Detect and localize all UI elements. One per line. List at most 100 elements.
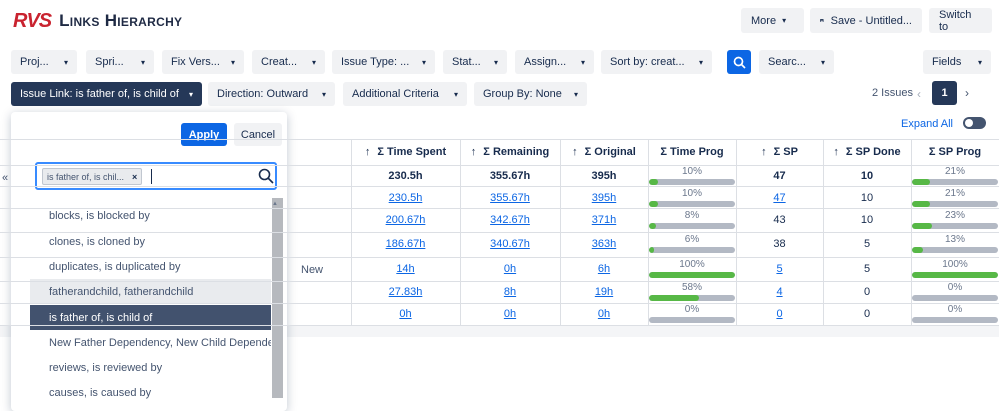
cell-sp: 47: [773, 170, 786, 182]
time-progress-bar: 58%: [649, 282, 735, 304]
link-type-option[interactable]: clones, is cloned by: [49, 235, 145, 248]
progress-percent: 21%: [944, 188, 965, 199]
remove-tag-icon[interactable]: ×: [132, 171, 138, 182]
sort-arrow-icon[interactable]: ↑: [572, 146, 578, 158]
cell-sp[interactable]: 4: [776, 286, 783, 298]
link-type-option[interactable]: is father of, is child of: [30, 305, 271, 330]
switch-to-button[interactable]: Switch to: [929, 8, 992, 33]
cell-original[interactable]: 6h: [597, 263, 611, 275]
sp-progress-bar: 100%: [912, 259, 998, 281]
time-progress-bar: 8%: [649, 210, 735, 232]
sort-arrow-icon[interactable]: ↑: [470, 146, 477, 158]
link-type-option[interactable]: reviews, is reviewed by: [49, 361, 163, 374]
filter-label: Sort by: creat...: [610, 56, 685, 68]
cell-remaining[interactable]: 0h: [503, 308, 517, 320]
link-type-option[interactable]: duplicates, is duplicated by: [49, 260, 181, 273]
link-type-option[interactable]: causes, is caused by: [49, 386, 152, 399]
more-button[interactable]: More ▾: [741, 8, 804, 33]
cancel-button[interactable]: Cancel: [234, 123, 282, 146]
filter-label: Stat...: [452, 56, 481, 68]
options-scrollbar[interactable]: [272, 198, 283, 398]
filter-sprint[interactable]: Spri... ▾: [86, 50, 154, 74]
cell-spent[interactable]: 230.5h: [388, 192, 423, 204]
filter-fix-version[interactable]: Fix Vers... ▾: [162, 50, 244, 74]
cell-original[interactable]: 0h: [597, 308, 611, 320]
cell-remaining[interactable]: 8h: [503, 286, 517, 298]
fields-button[interactable]: Fields ▾: [923, 50, 991, 74]
column-header-original[interactable]: ↑ Σ Original: [560, 139, 648, 165]
chevron-down-icon: ▾: [573, 89, 578, 99]
progress-track: [649, 317, 735, 323]
cell-sp[interactable]: 5: [776, 263, 783, 275]
cell-spent[interactable]: 0h: [399, 308, 412, 320]
progress-percent: 0%: [947, 304, 963, 315]
progress-track: [649, 223, 735, 229]
selected-tag: is father of, is chil... ×: [42, 168, 143, 185]
link-type-option[interactable]: blocks, is blocked by: [49, 209, 150, 222]
column-header-time-prog[interactable]: Σ Time Prog: [648, 139, 736, 165]
sort-arrow-icon[interactable]: ↑: [364, 146, 371, 158]
sort-arrow-icon[interactable]: ↑: [761, 146, 767, 158]
column-header-sp-prog[interactable]: Σ SP Prog: [911, 139, 999, 165]
search-button[interactable]: [727, 50, 751, 74]
sp-progress-bar: 0%: [912, 282, 998, 304]
cell-sp[interactable]: 0: [776, 308, 783, 320]
search-icon: [733, 56, 746, 69]
cell-spent[interactable]: 186.67h: [385, 238, 426, 250]
column-header-sp[interactable]: ↑ Σ SP: [736, 139, 823, 165]
link-type-select-input[interactable]: is father of, is chil... ×: [35, 162, 277, 190]
expand-all-link[interactable]: Expand All: [901, 118, 953, 130]
cell-sp[interactable]: 47: [773, 192, 786, 204]
progress-track: [912, 201, 998, 207]
filter-status[interactable]: Stat... ▾: [443, 50, 507, 74]
expand-all-toggle[interactable]: [963, 117, 986, 129]
direction-filter[interactable]: Direction: Outward ▾: [208, 82, 335, 106]
cell-remaining[interactable]: 340.67h: [490, 238, 530, 250]
progress-percent: 6%: [684, 234, 700, 245]
cell-spent[interactable]: 200.67h: [385, 214, 426, 226]
column-header-time-spent[interactable]: ↑ Σ Time Spent: [351, 139, 460, 165]
sp-progress-bar: 21%: [912, 166, 998, 188]
filter-label: Proj...: [20, 56, 49, 68]
row-divider: [0, 208, 999, 209]
group-by-filter[interactable]: Group By: None ▾: [474, 82, 587, 106]
cell-spent[interactable]: 27.83h: [388, 286, 423, 298]
chevron-left-icon[interactable]: ‹: [917, 87, 921, 101]
page-1-button[interactable]: 1: [932, 81, 957, 105]
filter-project[interactable]: Proj... ▾: [11, 50, 77, 74]
filter-label: Fix Vers...: [171, 56, 220, 68]
filter-assignee[interactable]: Assign... ▾: [515, 50, 594, 74]
search-filter[interactable]: Searc... ▾: [759, 50, 834, 74]
column-header-remaining[interactable]: ↑ Σ Remaining: [460, 139, 560, 165]
row-divider: [0, 165, 999, 166]
sort-by[interactable]: Sort by: creat... ▾: [601, 50, 712, 74]
cell-remaining[interactable]: 355.67h: [490, 192, 530, 204]
scroll-up-icon[interactable]: ▲: [272, 201, 278, 207]
cell-remaining[interactable]: 0h: [503, 263, 517, 275]
issue-link-filter[interactable]: Issue Link: is father of, is child of ▾: [11, 82, 202, 106]
additional-criteria-filter[interactable]: Additional Criteria ▾: [343, 82, 467, 106]
cell-original[interactable]: 395h: [591, 192, 617, 204]
progress-fill: [912, 272, 998, 278]
time-progress-bar: 10%: [649, 188, 735, 210]
collapse-all-icon[interactable]: «: [2, 172, 9, 184]
apply-button[interactable]: Apply: [181, 123, 227, 146]
link-type-option[interactable]: New Father Dependency, New Child Depende…: [49, 336, 271, 349]
cell-original[interactable]: 363h: [591, 238, 617, 250]
cell-sp-done: 0: [863, 308, 871, 320]
search-icon: [258, 168, 274, 184]
cell-remaining[interactable]: 342.67h: [490, 214, 530, 226]
cell-spent[interactable]: 14h: [396, 263, 415, 275]
chevron-right-icon[interactable]: ›: [965, 86, 969, 100]
app-header: RVS Links Hierarchy More ▾ Save - Untitle…: [0, 0, 999, 40]
sort-arrow-icon[interactable]: ↑: [833, 146, 839, 158]
column-header-sp-done[interactable]: ↑ Σ SP Done: [823, 139, 911, 165]
filter-issue-type[interactable]: Issue Type: ... ▾: [332, 50, 435, 74]
link-type-option[interactable]: fatherandchild, fatherandchild: [30, 279, 271, 304]
cell-original[interactable]: 371h: [591, 214, 617, 226]
filter-created[interactable]: Creat... ▾: [252, 50, 325, 74]
progress-percent: 0%: [684, 304, 700, 315]
criteria-label: Additional Criteria: [352, 88, 439, 100]
cell-original[interactable]: 19h: [594, 286, 614, 298]
save-button[interactable]: Save - Untitled...: [810, 8, 922, 33]
